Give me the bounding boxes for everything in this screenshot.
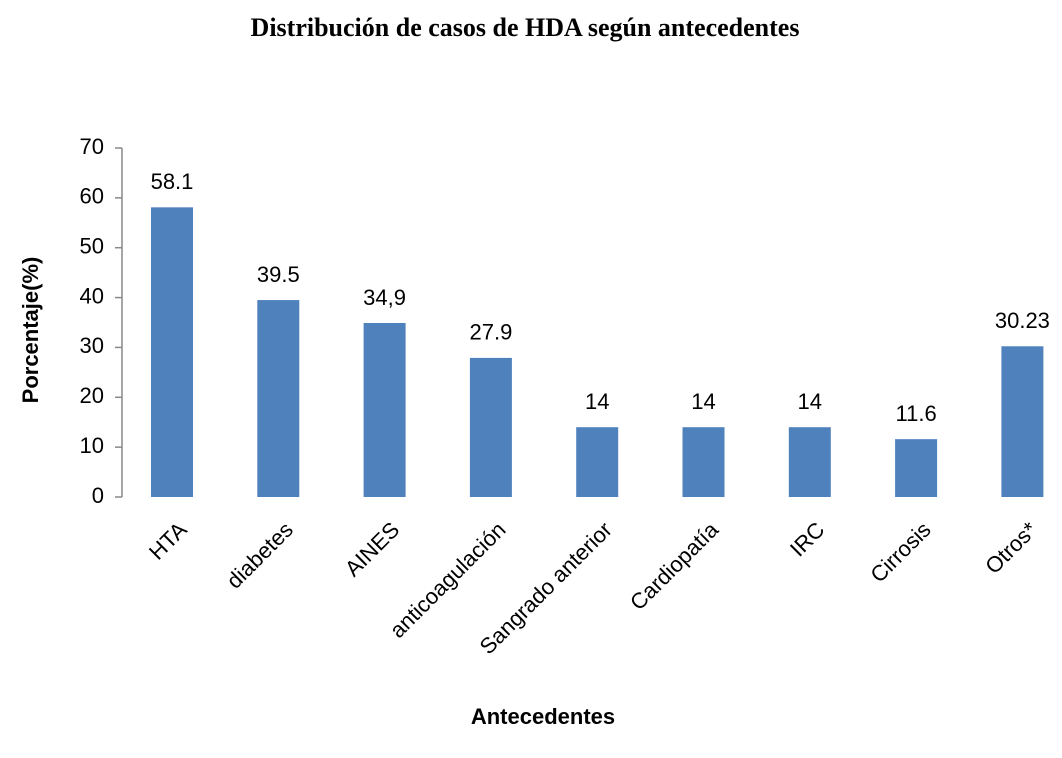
y-tick-label: 10 — [80, 433, 104, 458]
y-tick-label: 60 — [80, 184, 104, 209]
x-tick-label: HTA — [144, 517, 192, 565]
bar — [895, 439, 937, 497]
value-label: 14 — [798, 389, 822, 414]
x-tick-label: IRC — [785, 517, 830, 562]
x-tick-label: Cirrosis — [865, 517, 935, 587]
bar — [257, 300, 299, 497]
y-tick-label: 70 — [80, 134, 104, 159]
x-tick-label: AINES — [340, 517, 404, 581]
chart-title: Distribución de casos de HDA según antec… — [251, 13, 800, 42]
value-label: 11.6 — [896, 401, 937, 426]
bar — [789, 427, 831, 497]
value-label: 30.23 — [995, 308, 1050, 333]
value-label: 14 — [691, 389, 715, 414]
value-label: 58.1 — [151, 169, 194, 194]
x-axis-label: Antecedentes — [471, 704, 615, 729]
chart: Distribución de casos de HDA según antec… — [0, 0, 1062, 758]
bar — [151, 207, 193, 497]
y-tick-label: 30 — [80, 333, 104, 358]
y-tick-label: 20 — [80, 383, 104, 408]
value-label: 34,9 — [363, 285, 406, 310]
value-label: 27.9 — [469, 320, 512, 345]
y-tick-label: 50 — [80, 234, 104, 259]
y-tick-label: 0 — [92, 483, 104, 508]
bar — [1001, 346, 1043, 497]
bar — [364, 323, 406, 497]
x-tick-label: diabetes — [221, 517, 298, 594]
bar — [576, 427, 618, 497]
x-tick-label: Otros* — [980, 517, 1042, 579]
bar — [470, 358, 512, 497]
y-tick-label: 40 — [80, 283, 104, 308]
value-label: 39.5 — [257, 262, 300, 287]
bar — [683, 427, 725, 497]
x-tick-label: Cardiopatía — [625, 516, 724, 615]
value-label: 14 — [585, 389, 609, 414]
y-axis-label: Porcentaje(%) — [18, 257, 43, 404]
